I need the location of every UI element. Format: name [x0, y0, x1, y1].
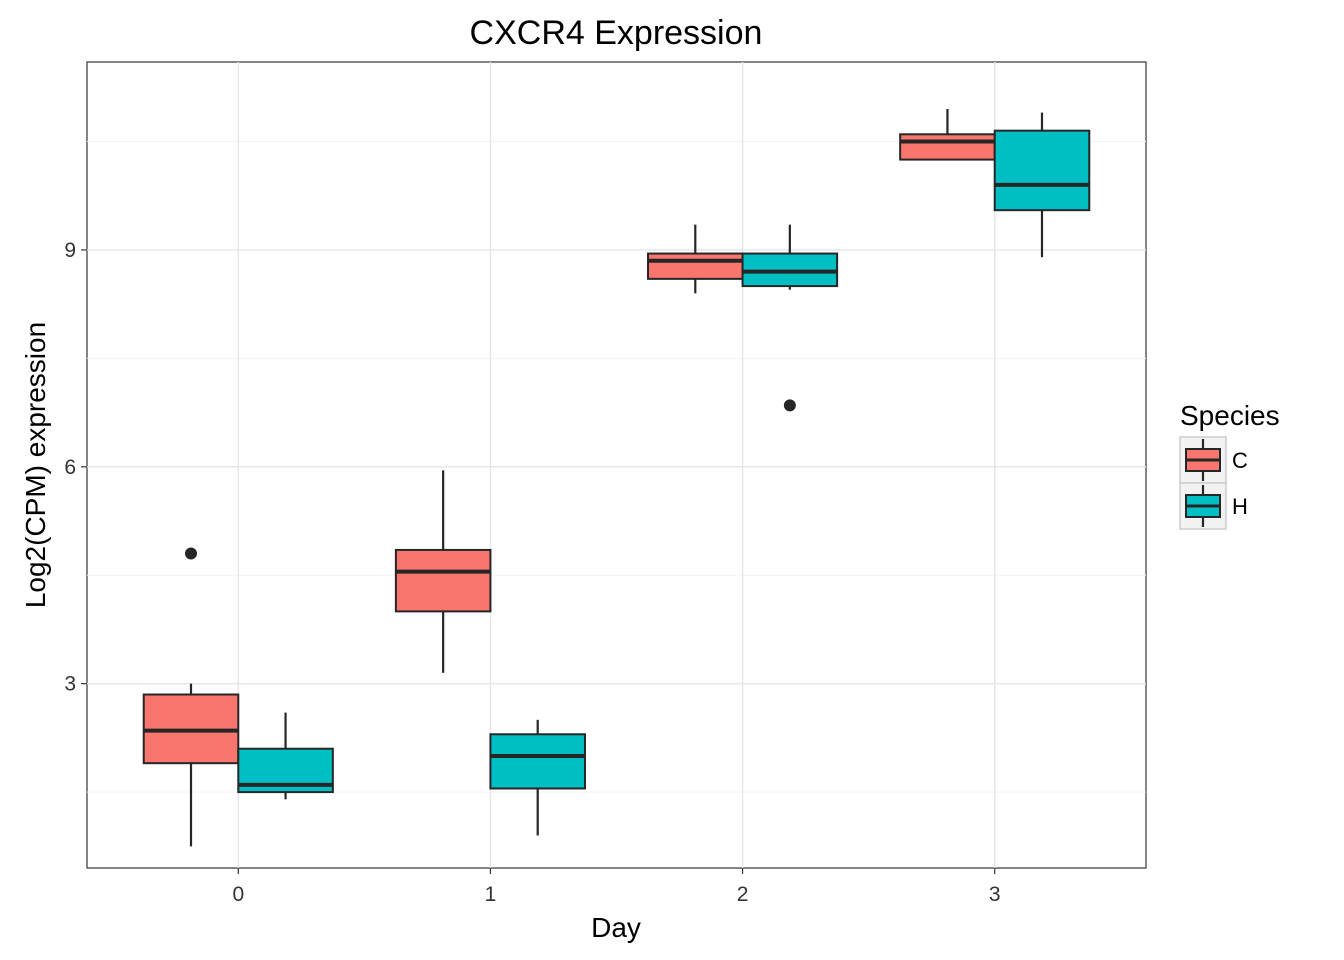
boxes — [142, 108, 1091, 847]
box-H-day-3 — [993, 112, 1091, 258]
outlier-point — [185, 547, 198, 560]
box-H-day-0 — [237, 712, 334, 800]
y-axis-label: Log2(CPM) expression — [20, 322, 51, 608]
box-iqr — [394, 548, 492, 613]
box-C-day-3 — [899, 108, 996, 161]
box-C-day-0 — [142, 547, 240, 847]
legend-label-C: C — [1232, 448, 1248, 473]
x-tick-label: 3 — [989, 883, 1001, 906]
outlier-point — [783, 399, 796, 412]
box-H-day-1 — [489, 719, 586, 836]
x-axis-label: Day — [591, 912, 641, 943]
legend-label-H: H — [1232, 494, 1248, 519]
box-iqr — [993, 129, 1091, 212]
legend-key-C: C — [1179, 436, 1248, 484]
y-tick-label: 6 — [64, 456, 76, 479]
box-iqr — [489, 733, 586, 790]
box-iqr — [899, 133, 996, 161]
box-iqr — [647, 252, 744, 280]
y-tick-label: 3 — [64, 673, 76, 696]
legend-key-H: H — [1179, 482, 1248, 530]
x-tick-label: 0 — [232, 883, 244, 906]
chart-title: CXCR4 Expression — [470, 14, 763, 52]
x-tick-label: 2 — [737, 883, 749, 906]
axis-ticks: 3 6 9 0 1 2 3 — [64, 239, 1000, 906]
plot-panel — [86, 61, 1147, 869]
y-tick-label: 9 — [64, 239, 76, 262]
box-C-day-2 — [647, 224, 744, 294]
x-tick-label: 1 — [485, 883, 497, 906]
legend-title: Species — [1180, 400, 1280, 431]
box-C-day-1 — [394, 470, 492, 673]
box-H-day-2 — [741, 224, 839, 412]
legend: Species CH — [1179, 400, 1280, 530]
